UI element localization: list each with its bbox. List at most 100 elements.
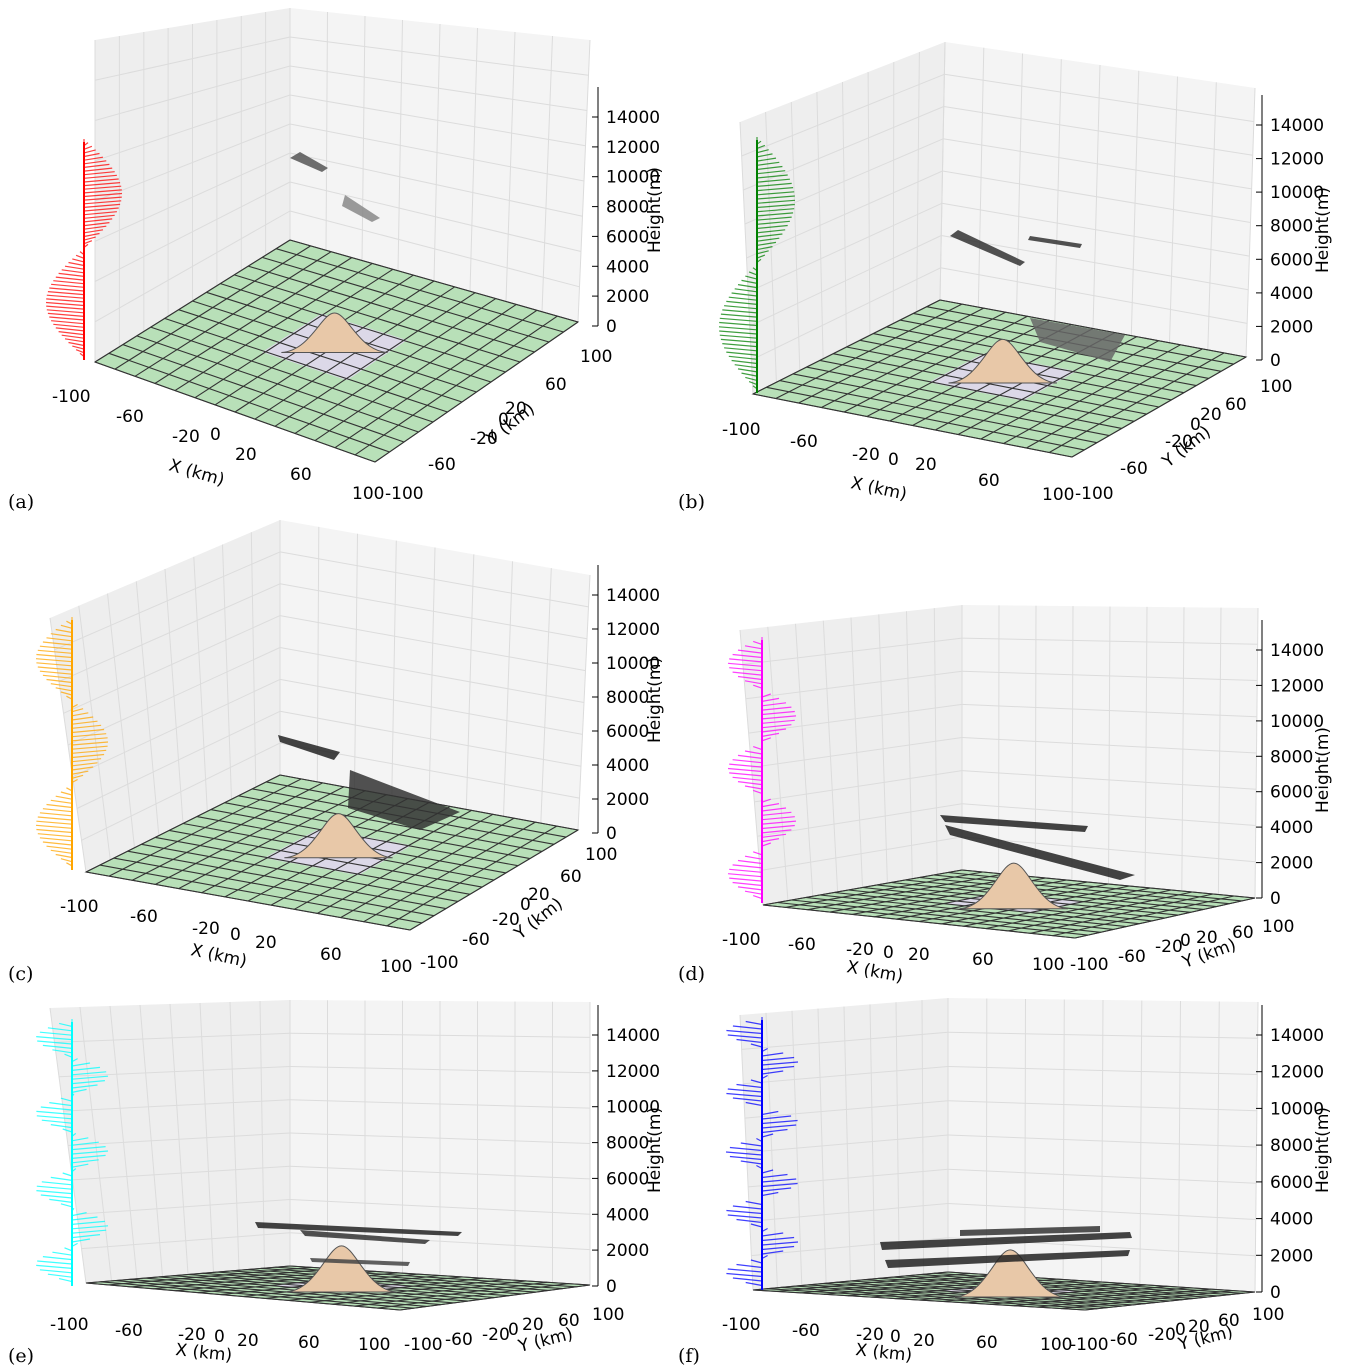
y-tick-label: 0	[1180, 931, 1191, 951]
wind-profile-line	[761, 710, 795, 716]
wind-profile-line	[39, 837, 73, 842]
z-tick-label: 2000	[606, 287, 649, 307]
ground-grid-line	[238, 795, 543, 852]
ground-grid-line	[1074, 897, 1256, 939]
wind-profile-line	[729, 877, 763, 882]
trajectory-cloud	[300, 1230, 430, 1244]
wall-grid-line	[289, 152, 583, 217]
wind-profile-line	[71, 716, 94, 721]
z-axis-label: Height(m)	[645, 167, 665, 253]
y-tick-label: 20	[528, 885, 550, 905]
wind-profile-line	[60, 1203, 73, 1208]
panel-f: 02000400060008000100001200014000Height(m…	[678, 998, 1333, 1367]
wall-grid-line	[67, 1132, 291, 1146]
wind-profile-line	[726, 1209, 763, 1215]
z-tick-label: 12000	[606, 620, 660, 640]
wind-profile-line	[83, 182, 121, 187]
wind-profile-line	[756, 199, 796, 204]
trajectory-cloud	[1030, 318, 1125, 362]
panel-d: 02000400060008000100001200014000Height(m…	[678, 605, 1333, 987]
wind-profile-line	[761, 1056, 795, 1062]
ground-grid-line	[892, 1276, 1207, 1298]
wind-profile-line	[726, 1092, 763, 1098]
y-tick-label: 100	[1252, 1305, 1284, 1325]
wind-profile-line	[42, 674, 73, 679]
wall-grid-line	[961, 737, 1257, 754]
wind-profile-line	[740, 1160, 763, 1165]
wind-profile-line	[62, 1128, 73, 1133]
panel-label: (f)	[678, 1345, 700, 1367]
trajectory-cloud	[348, 770, 460, 830]
y-tick-label: 20	[1200, 405, 1222, 425]
wall-grid-line	[289, 1132, 591, 1144]
wind-profile-line	[748, 271, 758, 276]
wind-profile-line	[756, 216, 792, 221]
wind-profile-line	[756, 157, 777, 162]
wall-grid-line	[289, 36, 589, 76]
wind-profile-line	[46, 637, 73, 642]
ground-grid-line	[1003, 344, 1181, 444]
wind-profile-line	[40, 1194, 73, 1199]
wind-profile-line	[71, 1216, 98, 1221]
wind-profile-line	[83, 214, 115, 219]
wind-profile-line	[46, 678, 73, 684]
x-tick-label: -60	[115, 1321, 143, 1341]
y-tick-label: 20	[1188, 1317, 1210, 1337]
y-tick-label: -20	[482, 1325, 510, 1345]
wind-profile-line	[83, 189, 122, 194]
ground-grid-line	[340, 817, 515, 919]
ground-grid-line	[1084, 1291, 1256, 1311]
ground-grid-line	[1071, 356, 1247, 458]
z-tick-label: 6000	[1270, 1173, 1313, 1193]
wind-profile-line	[761, 838, 780, 843]
wind-profile-line	[737, 781, 763, 786]
z-tick-label: 14000	[1270, 641, 1324, 661]
wind-profile-line	[756, 250, 769, 255]
wind-profile-line	[761, 1065, 795, 1071]
wind-profile-line	[36, 820, 73, 825]
wall-grid-line	[279, 615, 586, 672]
wind-profile-line	[761, 1178, 797, 1183]
x-tick-label: 0	[890, 1327, 901, 1347]
x-axis-label: X (km)	[167, 456, 227, 491]
wind-profile-line	[36, 653, 73, 659]
wind-profile-line	[71, 1154, 106, 1159]
wind-profile-line	[50, 683, 73, 688]
wind-profile-line	[83, 163, 110, 168]
wind-profile-line	[83, 203, 121, 208]
wind-profile-line	[41, 1119, 73, 1124]
wall-grid-line	[289, 181, 582, 252]
wind-profile-line	[756, 161, 780, 166]
y-tick-label: -100	[1070, 1335, 1109, 1355]
x-tick-label: -60	[790, 432, 818, 452]
wind-profile-line	[727, 1034, 763, 1039]
z-tick-label: 14000	[606, 586, 660, 606]
wall-grid-line	[941, 202, 1250, 257]
wall-grid-line	[94, 94, 291, 162]
z-tick-label: 10000	[1270, 1099, 1324, 1119]
wind-profile-line	[761, 1241, 799, 1246]
y-tick-label: -60	[1118, 947, 1146, 967]
wall-grid-line	[944, 73, 1254, 123]
ground-grid-line	[905, 879, 1204, 910]
wind-profile-line	[748, 381, 758, 386]
ground-grid-line	[310, 1279, 505, 1303]
ground-grid-line	[246, 1269, 550, 1291]
wind-profile-line	[71, 1141, 99, 1146]
wind-profile-line	[719, 334, 758, 339]
z-tick-label: 4000	[606, 756, 649, 776]
wind-profile-line	[62, 1172, 73, 1177]
y-tick-label: 60	[560, 867, 582, 887]
wind-profile-line	[50, 1176, 73, 1181]
ground-grid-line	[409, 829, 579, 931]
wind-profile-line	[75, 254, 85, 259]
wind-profile-line	[68, 261, 85, 267]
wind-profile-line	[725, 1151, 763, 1156]
wall-grid-line	[279, 583, 588, 640]
wind-profile-line	[756, 187, 794, 192]
wind-profile-line	[756, 153, 773, 158]
wind-profile-line	[49, 1198, 73, 1203]
wind-profile-line	[761, 1232, 784, 1237]
wind-profile-line	[51, 320, 85, 325]
wind-profile-line	[720, 338, 758, 343]
